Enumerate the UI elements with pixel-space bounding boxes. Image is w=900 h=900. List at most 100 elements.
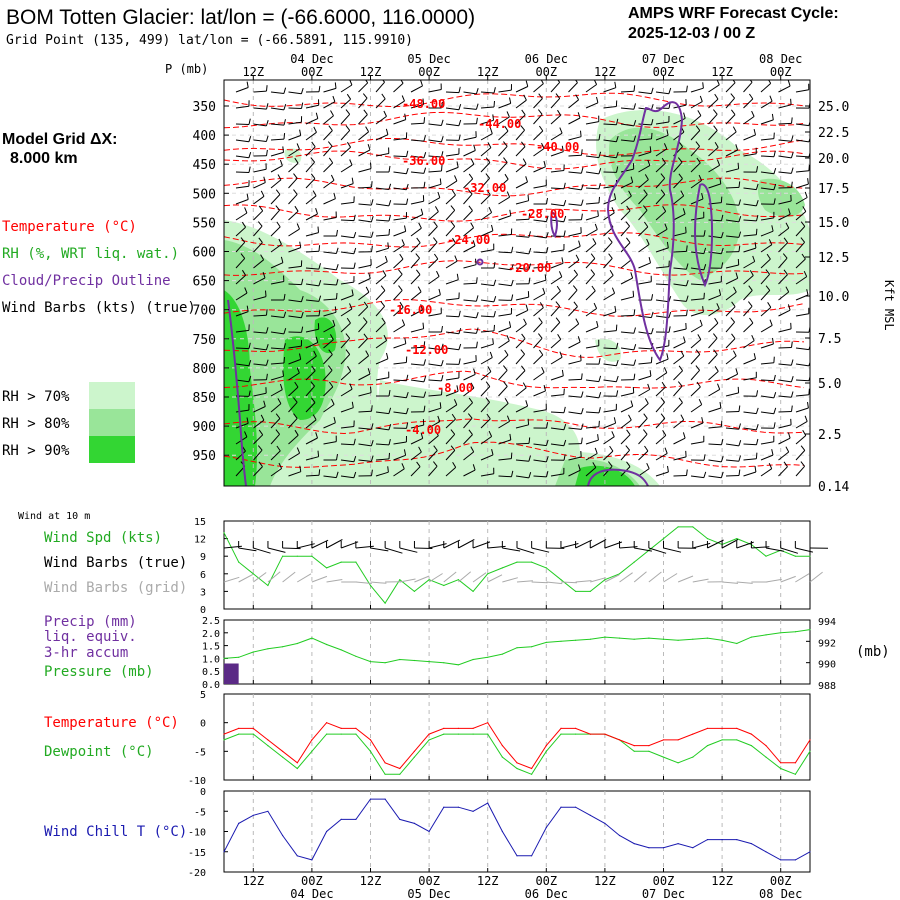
wind-barb-shaft: [463, 193, 473, 205]
wind-barb-shaft: [778, 200, 792, 205]
wind-barb-shaft: [603, 123, 617, 126]
wind-barb-flag: [787, 304, 791, 311]
wind-barb-flag: [644, 398, 649, 404]
wind-barb-shaft: [743, 134, 756, 141]
surface-wind-barb-true: [472, 541, 491, 549]
wind-barb-flag: [434, 430, 439, 436]
wind-barb-shaft: [533, 98, 543, 109]
wind-barb-shaft: [270, 138, 285, 141]
wind-chill-line-point: [575, 806, 577, 808]
wind-barb-flag: [699, 95, 703, 102]
wind-barb-shaft: [568, 378, 582, 381]
wind-barb-shaft: [725, 168, 739, 173]
wind-barb-flag: [353, 471, 357, 478]
wind-barb-shaft: [288, 247, 301, 253]
wind-barb-shaft: [253, 242, 263, 253]
wind-barb-shaft: [585, 379, 599, 383]
wind-barb-shaft: [568, 136, 582, 141]
wind-barb-shaft: [393, 343, 406, 349]
wind-barb-flag: [380, 285, 386, 291]
wind-barb-flag: [525, 176, 528, 183]
temperature-tick-label: 5: [200, 690, 206, 701]
wind-barb-shaft: [585, 345, 599, 349]
wind-barb-flag: [633, 309, 636, 316]
wind-barb-flag: [266, 309, 268, 316]
wind-barb-flag: [388, 228, 390, 236]
legend-rh80: RH > 80%: [2, 416, 70, 432]
wind-barb-shaft: [288, 299, 302, 303]
wind-barb-shaft: [428, 294, 441, 301]
wind-barb-shaft: [708, 84, 720, 93]
wind-panel: Wind at 10 m Wind Spd (kts) Wind Barbs (…: [18, 511, 829, 616]
wind-barb-flag: [506, 415, 511, 422]
wind-barb-flag: [771, 449, 774, 456]
wind-barb-shaft: [585, 171, 599, 175]
wind-barb-flag: [458, 310, 461, 317]
wind-barb-flag: [733, 286, 737, 293]
wind-barb-shaft: [638, 244, 650, 253]
wind-barb-flag: [434, 206, 439, 212]
surface-wind-barb-true: [736, 541, 754, 549]
wind-barb-flag: [650, 356, 653, 363]
wind-barb-flag: [773, 422, 776, 429]
wind-barb-shaft: [375, 305, 385, 317]
wind-barb-flag: [559, 351, 563, 358]
wind-barb-shaft: [445, 226, 456, 237]
wind-barb-flag: [608, 253, 613, 259]
wind-barb-shaft: [708, 308, 720, 317]
wind-barb-shaft: [375, 203, 389, 207]
pressure-line-point: [618, 637, 621, 639]
wind-barb-flag: [504, 398, 509, 404]
temperature-line-point: [692, 733, 694, 735]
wind-barb-flag: [791, 117, 793, 124]
wind-barb-flag: [315, 112, 319, 119]
wind-barb-shaft: [533, 293, 546, 301]
wind-barb-flag: [611, 287, 616, 294]
wind-barb-shaft: [585, 453, 598, 461]
wind-barb-flag: [423, 359, 426, 366]
wind-barb-shaft: [568, 341, 581, 349]
wind-barb-shaft: [498, 313, 512, 317]
wind-barb-shaft: [725, 131, 737, 141]
wind-barb-shaft: [235, 292, 248, 301]
wind-barb-shaft: [463, 360, 477, 365]
wind-barb-shaft: [323, 441, 337, 445]
wind-barb-flag: [506, 335, 510, 341]
wind-speed-line-point: [252, 573, 254, 575]
wind-barb-shaft: [568, 203, 582, 206]
wind-barb-shaft: [550, 187, 565, 190]
wind-speed-line-point: [677, 526, 679, 528]
wind-barb-shaft: [690, 354, 701, 365]
wind-barb-shaft: [305, 161, 315, 173]
wind-barb-shaft: [690, 404, 702, 413]
wind-speed-line-point: [604, 579, 606, 581]
wind-barb-shaft: [620, 363, 634, 366]
wind-barb-flag: [280, 256, 284, 263]
dewpoint-line-point: [560, 733, 562, 735]
wind-barb-flag: [581, 373, 583, 380]
wind-barb-shaft: [603, 311, 616, 317]
wind-barb-flag: [503, 141, 508, 147]
surface-wind-barb-grid: [736, 581, 753, 584]
wind-barb-flag: [677, 157, 683, 163]
wind-barb-shaft: [305, 104, 319, 109]
wind-chill-line-point: [399, 818, 401, 821]
wind-barb-shaft: [393, 468, 405, 477]
wind-barb-shaft: [778, 291, 790, 301]
wind-barb-flag: [527, 418, 530, 425]
surface-wind-barb-grid: [282, 571, 296, 583]
wind-barb-shaft: [708, 459, 722, 463]
wind-barb-flag: [450, 429, 456, 435]
wind-barb-shaft: [690, 441, 704, 445]
wind-barb-shaft: [445, 166, 459, 173]
surface-wind-barb-true: [238, 547, 257, 552]
wind-barb-shaft: [533, 322, 543, 333]
wind-barb-flag: [386, 352, 389, 359]
wind-barb-flag: [454, 175, 458, 182]
temperature-tick-label: -10: [188, 776, 206, 787]
wind-barb-flag: [294, 381, 299, 388]
wind-barb-flag: [476, 117, 478, 124]
wind-speed-line-point: [267, 584, 269, 587]
wind-barb-flag: [293, 397, 298, 403]
wind-barb-shaft: [340, 113, 351, 125]
